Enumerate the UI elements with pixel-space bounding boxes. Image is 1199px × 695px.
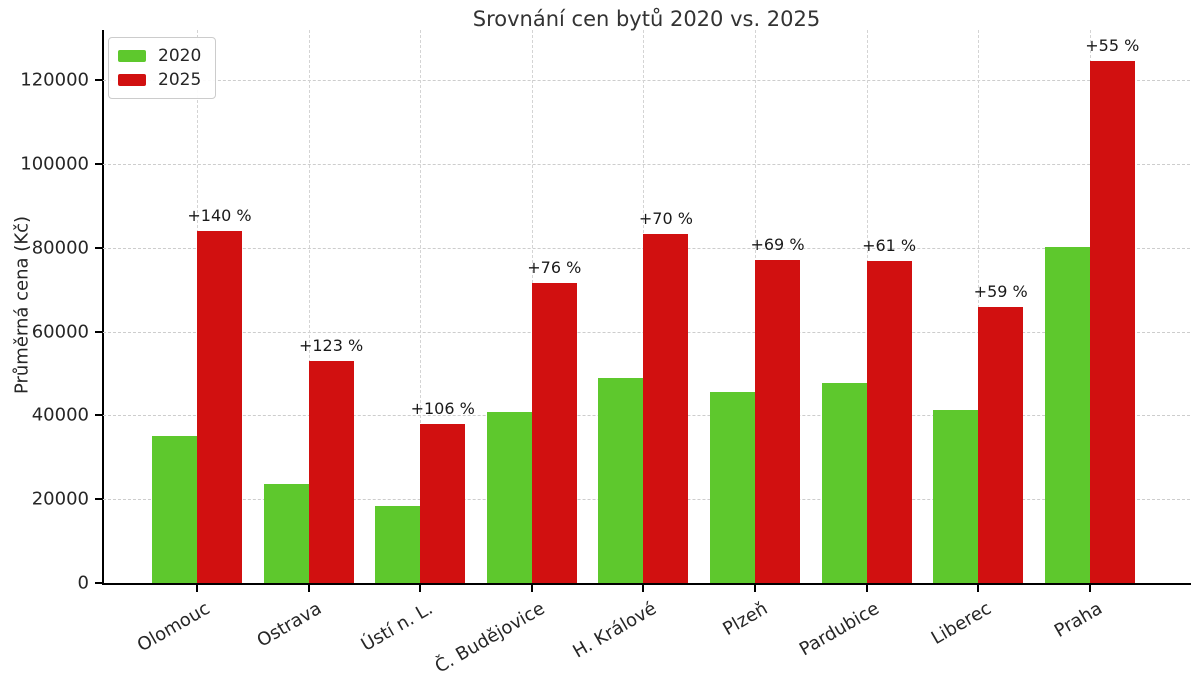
y-tick-mark (95, 582, 103, 584)
gridline-vertical (978, 30, 980, 583)
x-tick-mark (1088, 584, 1091, 592)
bar-2025-3 (531, 283, 577, 583)
bar-annotation: +69 % (750, 235, 805, 255)
y-tick-mark (95, 498, 103, 501)
y-tick-label: 100000 (20, 153, 89, 175)
y-tick-label: 120000 (20, 69, 89, 91)
x-tick-label: Liberec (927, 598, 995, 649)
x-tick-mark (530, 584, 533, 592)
legend-item-2020: 2020 (118, 44, 201, 68)
bar-2025-2 (420, 424, 466, 583)
gridline-horizontal (103, 164, 1190, 166)
x-tick-mark (419, 584, 422, 592)
chart-title: Srovnání cen bytů 2020 vs. 2025 (472, 7, 821, 31)
y-tick-label: 80000 (31, 237, 89, 259)
y-tick-label: 20000 (31, 488, 89, 510)
bar-annotation: +59 % (973, 282, 1028, 302)
bar-2020-7 (933, 409, 979, 583)
y-tick-mark (95, 330, 103, 333)
y-tick-label: 60000 (31, 321, 89, 343)
bar-2025-7 (978, 307, 1024, 583)
bar-annotation: +55 % (1085, 36, 1140, 56)
gridline-horizontal (103, 80, 1190, 82)
y-tick-mark (95, 414, 103, 417)
bar-2020-0 (152, 436, 197, 583)
x-axis-spine (102, 583, 1191, 585)
bar-2025-6 (866, 261, 912, 583)
bar-annotation: +76 % (527, 258, 582, 278)
y-tick-mark (95, 163, 103, 166)
bar-2025-0 (197, 231, 242, 583)
y-tick-mark (95, 246, 103, 249)
x-tick-label: Ostrava (253, 598, 326, 652)
x-tick-mark (977, 584, 980, 592)
x-tick-mark (754, 584, 756, 592)
x-tick-label: H. Králové (569, 598, 660, 663)
bar-annotation: +140 % (187, 206, 252, 226)
bar-2020-4 (598, 377, 644, 583)
legend-label: 2020 (158, 46, 202, 66)
x-tick-label: Č. Budějovice (431, 598, 549, 678)
y-tick-label: 40000 (31, 404, 89, 426)
legend-swatch-2025 (118, 74, 146, 86)
legend-item-2025: 2025 (118, 68, 201, 92)
x-tick-mark (307, 584, 310, 592)
legend-label: 2025 (158, 70, 202, 90)
y-tick-mark (95, 79, 103, 82)
x-tick-label: Ústí n. L. (357, 598, 437, 656)
legend: 2020 2025 (108, 37, 217, 99)
bar-2025-4 (643, 234, 689, 583)
bar-2020-3 (486, 412, 532, 583)
x-tick-label: Praha (1051, 598, 1107, 642)
plot-area: 2020 2025 0 20000 40000 60000 80000 100000 1200… (20, 30, 1191, 678)
bar-2020-8 (1044, 246, 1090, 583)
bar-2020-5 (710, 391, 755, 583)
bar-2020-6 (821, 383, 867, 583)
x-tick-mark (865, 584, 868, 592)
bar-2020-2 (375, 505, 421, 583)
legend-swatch-2020 (118, 50, 146, 62)
bar-2020-1 (263, 483, 309, 583)
bar-annotation: +70 % (638, 209, 693, 229)
gridline-vertical (308, 30, 310, 583)
bar-2025-5 (755, 260, 800, 583)
x-tick-mark (196, 584, 198, 592)
x-tick-label: Pardubice (796, 598, 884, 661)
bar-annotation: +123 % (298, 336, 364, 356)
y-tick-label: 0 (77, 572, 89, 594)
bar-2025-8 (1089, 61, 1135, 583)
bar-annotation: +61 % (862, 236, 917, 256)
gridline-vertical (420, 30, 422, 583)
y-axis-spine (102, 30, 104, 584)
x-tick-label: Olomouc (133, 598, 214, 657)
bar-annotation: +106 % (410, 399, 475, 419)
x-tick-mark (642, 584, 645, 592)
x-tick-label: Plzeň (719, 598, 772, 641)
bar-2025-1 (308, 361, 354, 583)
